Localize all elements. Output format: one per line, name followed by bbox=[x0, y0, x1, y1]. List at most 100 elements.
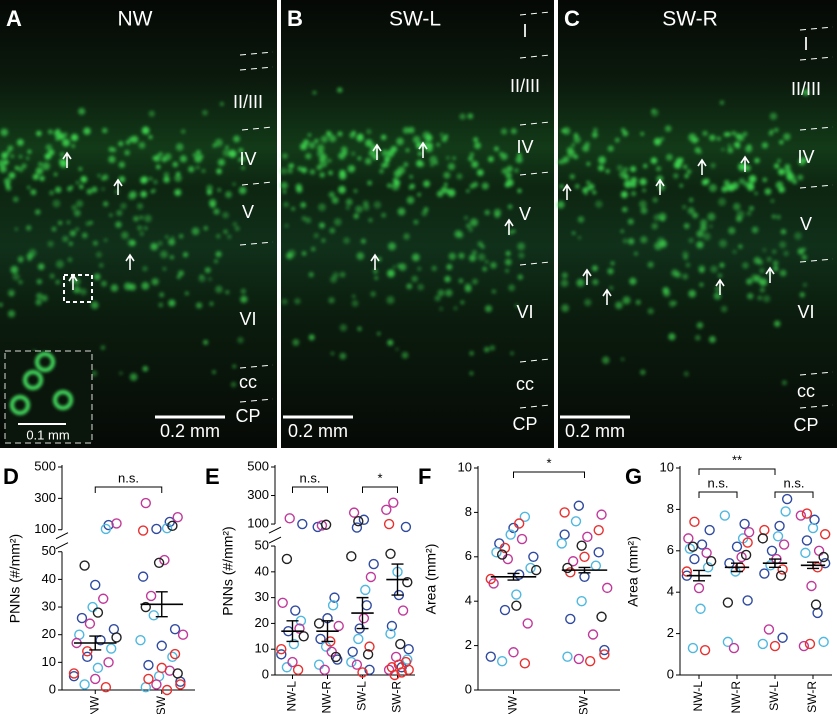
data-point bbox=[582, 531, 593, 543]
cell bbox=[476, 169, 484, 176]
cell bbox=[213, 208, 220, 215]
cell bbox=[709, 224, 713, 228]
cell bbox=[308, 334, 315, 341]
error-bar bbox=[286, 620, 299, 643]
cell bbox=[329, 134, 337, 143]
layer-label: CP bbox=[793, 415, 818, 435]
data-point bbox=[281, 662, 293, 673]
cell bbox=[779, 140, 784, 145]
y-tick-label: 100 bbox=[34, 521, 56, 536]
cell bbox=[168, 238, 176, 246]
x-tick-label: NW-L bbox=[285, 681, 299, 712]
data-point bbox=[742, 537, 753, 548]
panel-title: SW-L bbox=[389, 8, 441, 31]
data-point bbox=[801, 508, 813, 519]
cell bbox=[311, 246, 316, 252]
cell bbox=[93, 273, 101, 281]
cell bbox=[751, 226, 759, 234]
arrow bbox=[62, 151, 72, 168]
error-bar bbox=[321, 620, 334, 643]
cell bbox=[736, 210, 745, 219]
cell bbox=[417, 193, 421, 197]
data-point bbox=[516, 533, 528, 545]
cell bbox=[238, 157, 242, 162]
cell bbox=[45, 144, 53, 151]
cell bbox=[727, 143, 732, 148]
cells bbox=[0, 102, 248, 391]
data-point bbox=[687, 541, 699, 552]
cell bbox=[119, 371, 123, 376]
cell bbox=[373, 268, 378, 274]
layer-label: cc bbox=[797, 381, 815, 401]
y-tick-label: 10 bbox=[255, 641, 269, 656]
data-point bbox=[757, 533, 769, 544]
cell bbox=[683, 223, 690, 229]
cell bbox=[732, 250, 737, 254]
y-tick-label: 2 bbox=[667, 625, 674, 640]
cell bbox=[771, 214, 776, 219]
cell bbox=[115, 221, 122, 228]
cell bbox=[6, 150, 11, 154]
cell bbox=[699, 267, 705, 274]
layer-label: VI bbox=[797, 302, 814, 322]
cell bbox=[228, 149, 237, 158]
cell bbox=[747, 292, 754, 300]
cell bbox=[653, 214, 661, 222]
micrograph: A NW II/III IV V VI cc CP 0.2 mm 0.1 mm bbox=[0, 0, 277, 448]
cell bbox=[650, 157, 658, 164]
data-point bbox=[319, 664, 330, 676]
cell bbox=[121, 231, 129, 239]
layer-boundary bbox=[519, 11, 551, 16]
cell bbox=[685, 262, 691, 268]
error-bar bbox=[155, 591, 168, 618]
error-bar bbox=[89, 635, 102, 651]
data-point bbox=[584, 655, 596, 667]
y-tick-label: 0 bbox=[262, 666, 269, 681]
cell bbox=[118, 141, 124, 147]
cell bbox=[777, 158, 781, 163]
cell bbox=[384, 156, 391, 163]
data-point bbox=[687, 642, 699, 654]
data-point bbox=[358, 514, 370, 525]
layer-boundary bbox=[799, 371, 834, 376]
cell bbox=[364, 157, 372, 165]
cell bbox=[651, 222, 658, 230]
data-point bbox=[579, 571, 590, 582]
cell bbox=[772, 260, 779, 266]
cell bbox=[140, 190, 147, 198]
data-point bbox=[140, 497, 151, 509]
cell bbox=[684, 174, 689, 179]
cell bbox=[363, 204, 370, 211]
data-point bbox=[511, 600, 522, 611]
data-point bbox=[161, 522, 173, 534]
cell bbox=[605, 169, 610, 174]
cell bbox=[174, 188, 182, 197]
data-point bbox=[329, 592, 340, 603]
cell bbox=[452, 156, 456, 160]
data-point bbox=[106, 643, 117, 654]
cell bbox=[7, 310, 16, 318]
x-tick-label: SW bbox=[577, 695, 591, 714]
data-point bbox=[368, 558, 379, 570]
cell bbox=[408, 126, 415, 134]
cell bbox=[683, 164, 688, 169]
cell bbox=[660, 216, 666, 222]
data-point bbox=[562, 562, 573, 574]
data-point bbox=[87, 601, 98, 613]
cell bbox=[299, 142, 308, 151]
cell bbox=[16, 138, 24, 146]
data-point bbox=[689, 553, 700, 565]
arrow bbox=[697, 158, 707, 175]
cell bbox=[314, 138, 319, 144]
y-tick-label: 2 bbox=[465, 637, 472, 652]
data-point bbox=[813, 545, 825, 556]
layer-label: CP bbox=[512, 414, 537, 434]
cell bbox=[212, 370, 216, 374]
layer-boundary bbox=[239, 364, 274, 369]
data-point bbox=[511, 589, 522, 600]
data-point bbox=[804, 638, 816, 650]
cell bbox=[635, 299, 641, 305]
cell bbox=[469, 371, 474, 376]
cell bbox=[652, 197, 658, 203]
cell bbox=[639, 178, 647, 186]
